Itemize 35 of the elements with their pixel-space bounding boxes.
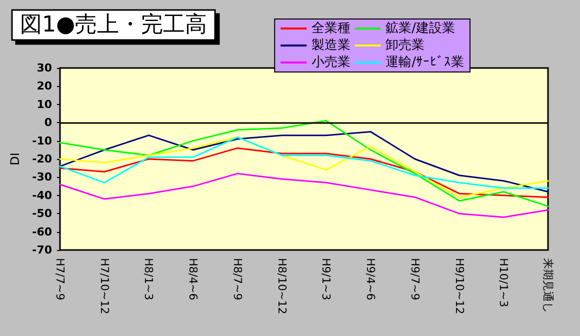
legend-label: 鉱業/建設業 [386,21,456,36]
legend-label: 運輸/ｻｰﾋﾞｽ業 [386,55,464,70]
legend-label: 製造業 [312,38,351,53]
x-tick-label: 来期見通し [542,258,554,313]
y-tick-label: -70 [32,244,52,256]
line-series [59,147,549,198]
legend-label: 全業種 [312,21,351,36]
y-tick-label: -40 [32,188,52,202]
x-tick-label: H8/4~6 [186,258,200,300]
y-tick-label: 20 [36,80,52,93]
y-tick-label: 10 [36,98,52,111]
y-axis-title: DI [8,152,22,166]
line-series [59,130,549,193]
line-series [59,172,549,218]
y-tick-label: -20 [32,152,52,166]
chart-title: 図1●売上・完工高 [20,12,208,38]
y-tick-label: 0 [44,116,52,130]
x-tick-label: H8/7~9 [230,258,244,300]
x-tick-label: H9/1~3 [320,258,333,300]
x-tick-label: H9/10~12 [452,258,466,314]
y-tick-label: -10 [32,134,52,148]
x-tick-label: H9/7~9 [408,258,422,300]
x-tick-label: H7/7~9 [54,258,66,300]
legend-label: 卸売業 [386,38,425,53]
x-tick-label: H8/10~12 [275,258,288,314]
y-tick-label: -50 [32,207,52,220]
legend-label: 小売業 [312,55,351,70]
x-tick-label: H10/1~3 [497,258,510,308]
y-tick-label: -60 [32,225,52,238]
y-tick-label: -30 [32,170,52,184]
x-tick-label: H8/1~3 [142,258,156,300]
x-tick-label: H7/10~12 [98,258,111,314]
x-tick-label: H9/4~6 [364,258,378,300]
line-series [59,120,549,208]
y-tick-label: 30 [36,62,52,74]
